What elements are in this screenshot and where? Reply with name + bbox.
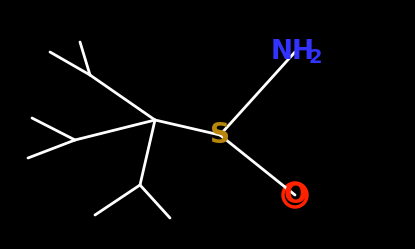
Text: O: O <box>283 181 307 209</box>
Text: NH: NH <box>271 39 315 65</box>
Text: S: S <box>210 121 230 149</box>
Text: 2: 2 <box>308 48 322 66</box>
